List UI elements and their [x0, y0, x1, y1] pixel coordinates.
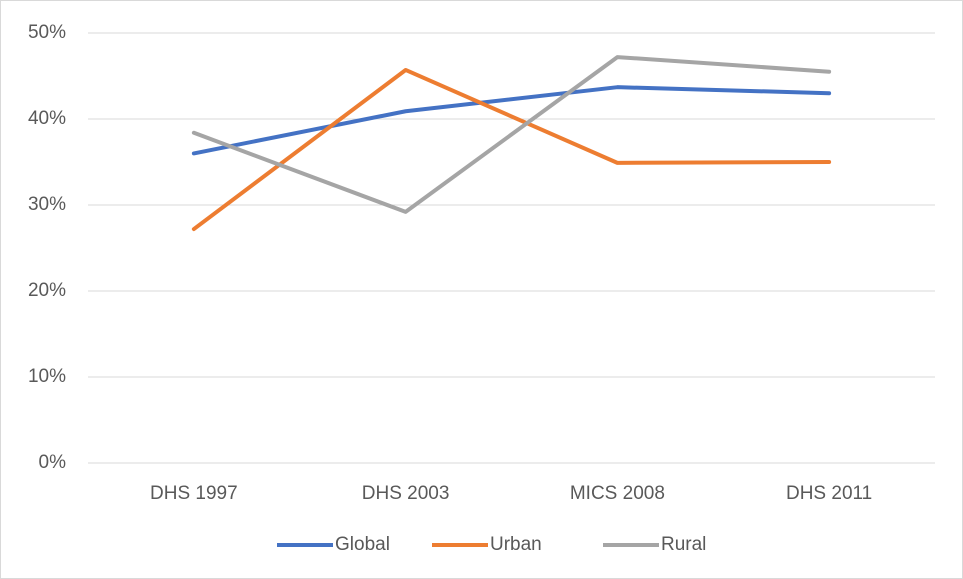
legend-label: Rural	[661, 534, 706, 555]
x-tick-label: DHS 2011	[786, 483, 872, 504]
series-line	[191, 55, 832, 214]
y-tick-label: 20%	[28, 280, 66, 301]
legend-label: Urban	[490, 534, 542, 555]
y-tick-label: 50%	[28, 22, 66, 43]
x-tick-label: DHS 2003	[362, 483, 450, 504]
legend-label: Global	[335, 534, 390, 555]
x-tick-label: DHS 1997	[150, 483, 238, 504]
y-tick-label: 0%	[39, 452, 67, 473]
series-line	[191, 67, 832, 232]
series-line	[191, 85, 832, 156]
y-tick-label: 10%	[28, 366, 66, 387]
y-tick-label: 30%	[28, 194, 66, 215]
x-tick-label: MICS 2008	[570, 483, 665, 504]
y-tick-label: 40%	[28, 108, 66, 129]
